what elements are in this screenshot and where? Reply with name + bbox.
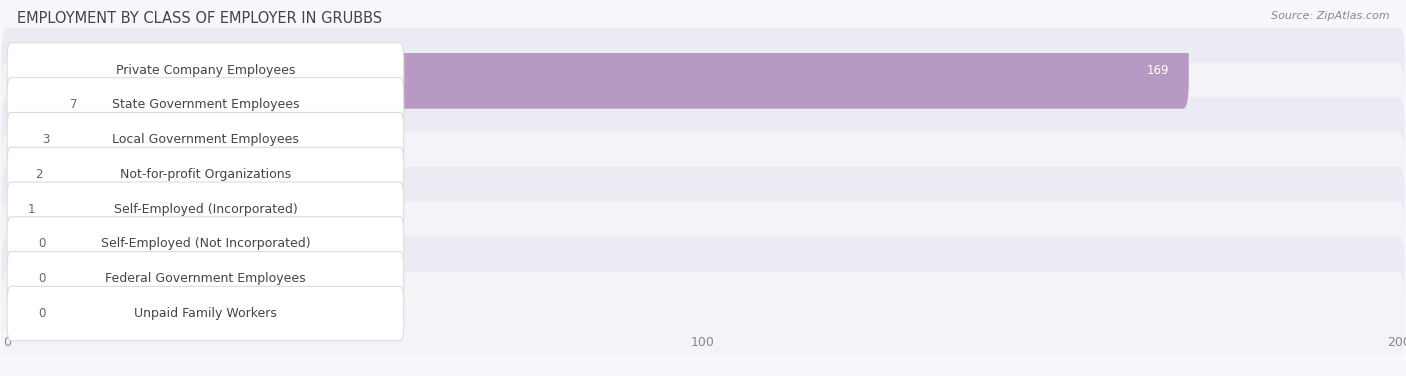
Text: Local Government Employees: Local Government Employees: [112, 133, 299, 146]
Text: Self-Employed (Not Incorporated): Self-Employed (Not Incorporated): [101, 237, 311, 250]
FancyBboxPatch shape: [1, 237, 1405, 321]
FancyBboxPatch shape: [1, 271, 1405, 356]
FancyBboxPatch shape: [1, 171, 20, 248]
FancyBboxPatch shape: [7, 287, 404, 341]
Text: Source: ZipAtlas.com: Source: ZipAtlas.com: [1271, 11, 1389, 21]
Text: Federal Government Employees: Federal Government Employees: [105, 272, 305, 285]
Text: 169: 169: [1147, 64, 1170, 77]
FancyBboxPatch shape: [1, 66, 62, 143]
FancyBboxPatch shape: [7, 43, 404, 97]
Text: Self-Employed (Incorporated): Self-Employed (Incorporated): [114, 203, 297, 216]
Text: 2: 2: [35, 168, 42, 181]
FancyBboxPatch shape: [1, 63, 1405, 147]
Text: EMPLOYMENT BY CLASS OF EMPLOYER IN GRUBBS: EMPLOYMENT BY CLASS OF EMPLOYER IN GRUBB…: [17, 11, 382, 26]
FancyBboxPatch shape: [7, 78, 404, 132]
FancyBboxPatch shape: [1, 202, 1405, 286]
Text: 1: 1: [28, 203, 35, 216]
Text: State Government Employees: State Government Employees: [111, 98, 299, 111]
Text: 0: 0: [38, 272, 46, 285]
FancyBboxPatch shape: [1, 101, 34, 178]
FancyBboxPatch shape: [1, 97, 1405, 182]
FancyBboxPatch shape: [1, 136, 27, 213]
Text: 0: 0: [38, 307, 46, 320]
FancyBboxPatch shape: [1, 240, 30, 317]
FancyBboxPatch shape: [1, 132, 1405, 217]
Text: Not-for-profit Organizations: Not-for-profit Organizations: [120, 168, 291, 181]
Text: Private Company Employees: Private Company Employees: [115, 64, 295, 77]
FancyBboxPatch shape: [1, 275, 30, 352]
FancyBboxPatch shape: [7, 182, 404, 236]
FancyBboxPatch shape: [1, 32, 1189, 109]
Text: Unpaid Family Workers: Unpaid Family Workers: [134, 307, 277, 320]
FancyBboxPatch shape: [7, 217, 404, 271]
FancyBboxPatch shape: [7, 147, 404, 202]
FancyBboxPatch shape: [1, 28, 1405, 112]
Text: 7: 7: [70, 98, 77, 111]
FancyBboxPatch shape: [1, 205, 30, 282]
Text: 0: 0: [38, 237, 46, 250]
FancyBboxPatch shape: [7, 112, 404, 167]
Text: 3: 3: [42, 133, 49, 146]
FancyBboxPatch shape: [1, 167, 1405, 251]
FancyBboxPatch shape: [7, 252, 404, 306]
